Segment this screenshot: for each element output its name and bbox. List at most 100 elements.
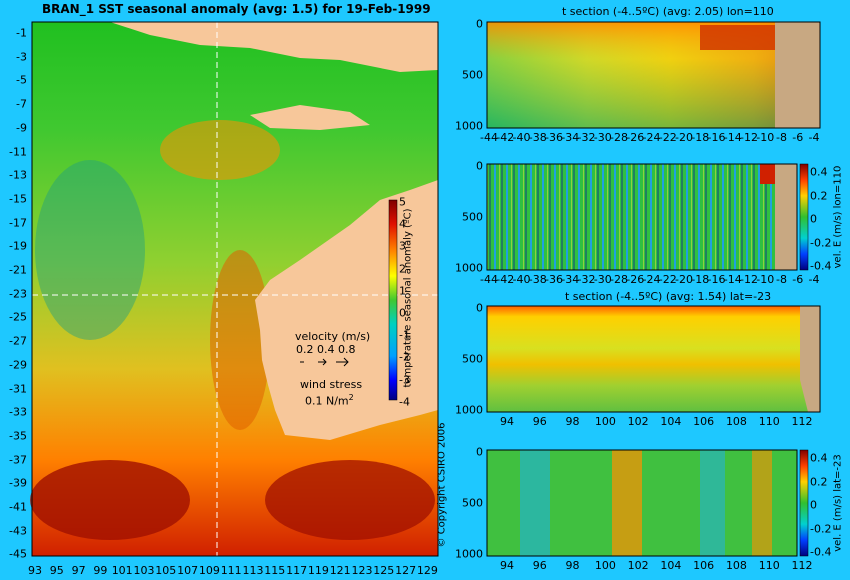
- wind-stress-value: 0.1 N/m2: [305, 393, 354, 408]
- map-colorbar-tick-label: 5: [399, 195, 406, 209]
- warm-anomaly-patch: [30, 460, 190, 540]
- panel1-x-tick-label: -34: [561, 131, 580, 144]
- warm-anomaly-patch: [265, 460, 435, 540]
- map-lon-tick-label: 121: [329, 564, 351, 577]
- panel3-seafloor: [800, 306, 820, 412]
- map-lon-tick-label: 109: [198, 564, 220, 577]
- map-lon-tick-label: 119: [307, 564, 329, 577]
- panel4-x-tick-label: 110: [758, 559, 780, 572]
- panel2-x-tick-label: -44: [480, 273, 498, 286]
- panel4-x-tick-label: 102: [627, 559, 649, 572]
- map-lat-tick-label: -41: [9, 500, 27, 514]
- velocity-scale: 0.2 0.4 0.8: [296, 343, 356, 356]
- panel2-x-tick-label: -34: [561, 273, 580, 286]
- panel4-band: [752, 450, 772, 556]
- map-colorbar-tick-label: 1: [399, 284, 406, 298]
- map-colorbar-tick-label: 2: [399, 262, 406, 276]
- panel2-y-tick-label: 1000: [455, 261, 483, 275]
- panel4-y-tick-label: 0: [476, 445, 483, 459]
- panel3-y-tick-label: 500: [462, 352, 483, 366]
- map-lat-tick-label: -7: [16, 97, 27, 111]
- map-lon-tick-label: 111: [220, 564, 242, 577]
- map-title: BRAN_1 SST seasonal anomaly (avg: 1.5) f…: [42, 2, 431, 16]
- map-lat-tick-label: -21: [9, 263, 27, 277]
- panel2-x-tick-label: -20: [675, 273, 693, 286]
- panel2-colorbar-tick-label: 0.4: [810, 165, 828, 179]
- panel1-x-tick-label: -8: [776, 131, 787, 144]
- panel2-x-tick-label: -4: [808, 273, 820, 286]
- map-lon-tick-label: 127: [395, 564, 417, 577]
- panel1-x-tick-label: -28: [610, 131, 628, 144]
- panel2-x-tick-label: -10: [756, 273, 775, 286]
- land-indonesia: [110, 22, 438, 72]
- panel3-x-tick-label: 94: [500, 415, 514, 428]
- map-colorbar-tick-label: -4: [399, 395, 410, 409]
- map-lon-tick-label: 107: [177, 564, 199, 577]
- map-frame: [31, 21, 439, 557]
- panel1-y-tick-label: 500: [462, 68, 483, 82]
- map-colorbar-tick-label: 0: [399, 306, 406, 320]
- copyright: © Copyright CSIRO 2006: [436, 422, 448, 548]
- panel3-field: [487, 306, 820, 412]
- panel2-seafloor: [775, 164, 797, 270]
- panel4-band: [700, 450, 725, 556]
- wind-stress-number: 0.1 N/m: [305, 394, 349, 408]
- map-lat-tick-label: -35: [9, 429, 27, 443]
- panel1-x-tick-label: -30: [593, 131, 612, 144]
- panel1-x-tick-label: -38: [528, 131, 547, 144]
- panel4-x-tick-label: 108: [725, 559, 747, 572]
- panel1-title: t section (-4..5ºC) (avg: 2.05) lon=110: [562, 5, 774, 18]
- panel1-frame: [486, 21, 821, 129]
- panel3-x-tick-label: 98: [565, 415, 580, 428]
- panel2-x-tick-label: -42: [496, 273, 515, 286]
- panel3-x-tick-label: 108: [725, 415, 747, 428]
- panel3-x-tick-label: 110: [758, 415, 780, 428]
- panel1-x-tick-label: -16: [707, 131, 726, 144]
- wind-stress-label: wind stress: [300, 378, 363, 391]
- panel1-x-tick-label: -36: [545, 131, 563, 144]
- map-lon-tick-label: 117: [286, 564, 308, 577]
- panel2-colorbar-tick-label: -0.4: [810, 259, 832, 273]
- panel2-x-tick-label: -36: [545, 273, 563, 286]
- map-colorbar-tick-label: -2: [399, 350, 410, 364]
- cool-anomaly-patch: [35, 160, 145, 340]
- velocity-scale-arrows: [300, 357, 349, 367]
- panel3-x-tick-label: 104: [660, 415, 682, 428]
- map-lon-tick-label: 105: [155, 564, 177, 577]
- map-lat-tick-label: -17: [9, 216, 27, 230]
- warm-anomaly-patch: [160, 120, 280, 180]
- panel2-x-tick-label: -24: [642, 273, 661, 286]
- panel1-x-tick-label: -26: [626, 131, 645, 144]
- panel2-x-tick-label: -30: [593, 273, 612, 286]
- panel3-y-tick-label: 1000: [455, 403, 483, 417]
- panel3-title: t section (-4..5ºC) (avg: 1.54) lat=-23: [565, 290, 772, 303]
- panel2-colorbar-tick-label: 0: [810, 212, 817, 226]
- panel4-y-tick-label: 1000: [455, 547, 483, 561]
- map-lat-tick-label: -43: [9, 524, 27, 538]
- panel3-x-tick-label: 106: [693, 415, 715, 428]
- panel1-y-tick-label: 0: [476, 17, 483, 31]
- panel3-x-tick-label: 112: [791, 415, 813, 428]
- map-lat-tick-label: -33: [9, 405, 27, 419]
- panel1-x-tick-label: -24: [642, 131, 661, 144]
- map-lon-tick-label: 113: [242, 564, 264, 577]
- map-lat-tick-label: -27: [9, 334, 27, 348]
- panel2-x-tick-label: -8: [776, 273, 787, 286]
- panel2-y-tick-label: 0: [476, 159, 483, 173]
- panel2-colorbar-tick-label: 0.2: [810, 189, 828, 202]
- map-lat-tick-label: -39: [9, 476, 27, 490]
- panel2-colorbar-tick-label: -0.2: [810, 236, 832, 249]
- panel2-colorbar: [799, 163, 809, 271]
- map-lat-tick-label: -29: [9, 358, 27, 372]
- panel4-colorbar-tick-label: 0: [810, 498, 817, 512]
- map-lon-tick-label: 101: [111, 564, 133, 577]
- panel4-x-tick-label: 96: [532, 559, 547, 572]
- map-colorbar-tick-label: 3: [399, 239, 406, 253]
- panel1-x-tick-label: -42: [496, 131, 515, 144]
- panel4-y-tick-label: 500: [462, 496, 483, 510]
- map-lat-tick-label: -1: [16, 26, 27, 40]
- panel1-x-tick-label: -18: [691, 131, 710, 144]
- map-lat-tick-label: -11: [9, 145, 27, 158]
- panel3-x-tick-label: 100: [594, 415, 616, 428]
- panel2-x-tick-label: -32: [577, 273, 596, 286]
